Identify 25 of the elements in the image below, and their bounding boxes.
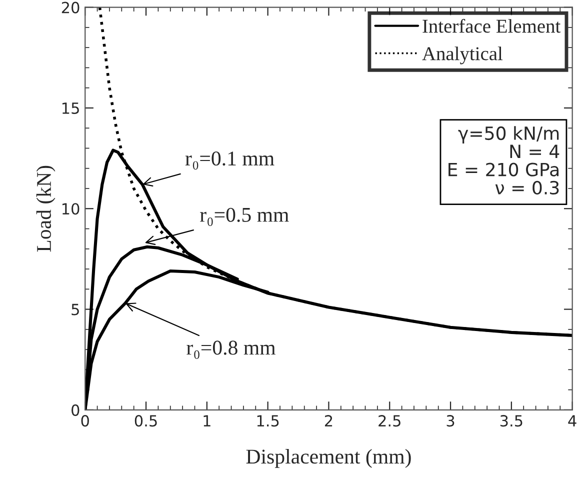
- legend-label: Analytical: [422, 46, 503, 64]
- annotation: E = 210 GPa: [448, 162, 559, 176]
- legend-label: Interface Element: [422, 18, 561, 33]
- x-tick-label: 4: [568, 415, 576, 426]
- annotation: N = 4: [510, 144, 560, 158]
- annotation: ν = 0.3: [495, 180, 559, 195]
- x-tick-label: 3.5: [500, 415, 522, 427]
- y-tick-label: 5: [72, 304, 79, 316]
- y-tick-label: 20: [62, 2, 80, 14]
- x-tick-label: 3: [446, 415, 454, 427]
- x-tick-label: 1.5: [257, 415, 279, 427]
- x-tick-label: 2: [324, 415, 332, 426]
- y-axis-title: Load (kN): [36, 166, 56, 252]
- annotation: γ=50 kN/m: [458, 126, 559, 144]
- annotation: r₀=0.1 mm: [185, 151, 274, 170]
- x-tick-label: 1: [204, 415, 210, 426]
- x-axis-title: Displacement (mm): [246, 449, 411, 468]
- y-tick-label: 0: [72, 404, 80, 416]
- x-tick-label: 0.5: [134, 415, 157, 427]
- x-tick-label: 0: [81, 415, 89, 427]
- y-tick-label: 15: [62, 102, 79, 114]
- annotation: r₀=0.8 mm: [186, 340, 276, 359]
- x-tick-label: 2.5: [378, 415, 400, 427]
- annotation: r₀=0.5 mm: [200, 208, 289, 226]
- y-tick-label: 10: [62, 203, 80, 215]
